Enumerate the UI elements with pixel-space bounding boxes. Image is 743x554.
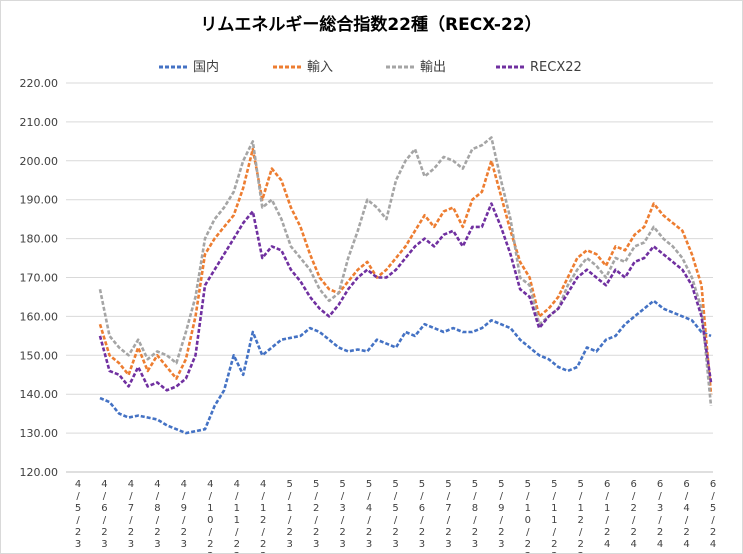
series-layer	[98, 136, 713, 435]
x-tick-label: 6/5/2 4	[710, 479, 716, 550]
series-line-4	[98, 202, 713, 392]
x-tick-label: 5/11/23	[551, 479, 557, 553]
x-tick-label: 5/9/2 3	[498, 479, 504, 550]
series-line-1	[99, 299, 712, 435]
x-tick-label: 4/11/23	[234, 479, 240, 553]
y-tick-label: 210.00	[20, 116, 59, 129]
legend-entry: RECX22	[530, 60, 582, 75]
gridlines	[66, 82, 713, 473]
y-tick-label: 180.00	[20, 233, 59, 246]
legend-entry: 輸出	[420, 60, 446, 75]
x-tick-label: 4/7/2 3	[128, 479, 134, 550]
y-tick-label: 200.00	[20, 155, 59, 168]
y-tick-label: 120.00	[20, 466, 59, 479]
y-tick-label: 160.00	[20, 310, 59, 323]
series-line-3	[98, 136, 713, 407]
legend: 国内 輸入 輸出 RECX22	[159, 59, 582, 75]
x-tick-label: 5/4/2 3	[366, 479, 372, 550]
x-tick-label: 5/7/2 3	[445, 479, 451, 550]
x-tick-label: 4/9/2 3	[181, 479, 187, 550]
x-tick-label: 4/10/23	[207, 479, 213, 553]
x-tick-label: 5/12/23	[578, 479, 584, 553]
x-tick-label: 6/4/2 4	[683, 479, 689, 550]
x-tick-label: 5/8/2 3	[472, 479, 478, 550]
y-tick-label: 220.00	[20, 77, 59, 90]
x-tick-label: 4/12/23	[260, 479, 266, 553]
y-axis: 120.00 130.00 140.00 150.00 160.00 170.00 180.…	[20, 77, 59, 479]
y-tick-label: 140.00	[20, 388, 59, 401]
series-line-2	[98, 147, 713, 395]
y-tick-label: 190.00	[20, 194, 59, 207]
x-tick-label: 4/6/2 3	[101, 479, 107, 550]
x-tick-label: 4/5/2 3	[75, 479, 81, 550]
x-tick-label: 5/3/2 3	[339, 479, 345, 550]
x-tick-label: 5/5/2 3	[392, 479, 398, 550]
x-tick-label: 5/1/2 3	[286, 479, 292, 550]
legend-entry: 輸入	[307, 60, 333, 75]
chart-title: リムエネルギー総合指数22種（RECX-22）	[200, 14, 541, 35]
x-tick-label: 6/3/2 4	[657, 479, 663, 550]
x-axis: 4/5/23 4/6/23 4/7/23 4/8/23 4/9/23 4/10/23 4/1…	[75, 479, 716, 553]
y-tick-label: 150.00	[20, 349, 59, 362]
x-tick-label: 4/8/2 3	[154, 479, 160, 550]
y-tick-label: 130.00	[20, 427, 59, 440]
x-tick-label: 5/6/2 3	[419, 479, 425, 550]
x-tick-label: 5/2/2 3	[313, 479, 319, 550]
x-tick-label: 5/10/23	[525, 479, 531, 553]
x-tick-label: 6/2/2 4	[630, 479, 636, 550]
y-tick-label: 170.00	[20, 272, 59, 285]
legend-entry: 国内	[193, 59, 219, 75]
x-tick-label: 6/1/2 4	[604, 479, 610, 550]
